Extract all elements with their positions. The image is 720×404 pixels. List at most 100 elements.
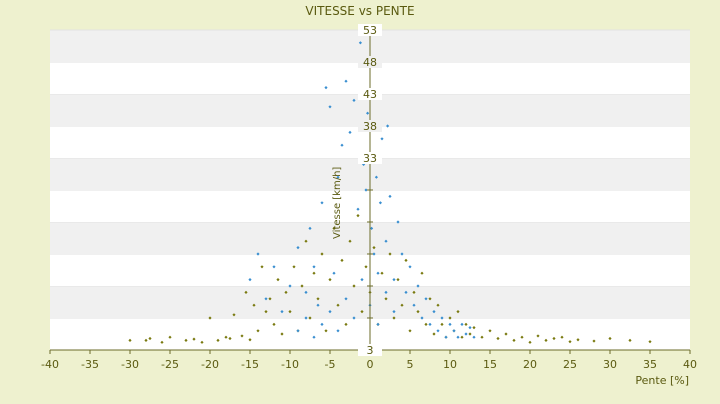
- scatter-point-2: [376, 322, 380, 326]
- x-tick-label: 0: [367, 358, 374, 371]
- scatter-point-2: [366, 111, 370, 115]
- scatter-point-1: [288, 310, 292, 314]
- scatter-point-1: [280, 332, 284, 336]
- scatter-point-1: [268, 297, 272, 301]
- x-tick-label: 30: [603, 358, 617, 371]
- scatter-point-1: [252, 303, 256, 307]
- x-tick-label: -40: [41, 358, 59, 371]
- scatter-point-1: [284, 290, 288, 294]
- scatter-point-1: [320, 252, 324, 256]
- scatter-point-1: [440, 322, 444, 326]
- axes: -40 -35 -30 -25 -20 -15 -10 -5 0 5 10 15 20 25 30 35 40 3…: [41, 24, 697, 371]
- scatter-point-2: [336, 329, 340, 333]
- scatter-point-1: [260, 265, 264, 269]
- scatter-point-2: [358, 41, 362, 45]
- x-tick-label: 5: [407, 358, 414, 371]
- scatter-point-1: [168, 335, 172, 339]
- x-tick-label: -25: [161, 358, 179, 371]
- scatter-point-2: [408, 265, 412, 269]
- scatter-point-2: [392, 278, 396, 282]
- scatter-point-2: [316, 303, 320, 307]
- scatter-point-1: [408, 329, 412, 333]
- scatter-point-1: [348, 239, 352, 243]
- scatter-point-2: [384, 290, 388, 294]
- scatter-point-1: [428, 297, 432, 301]
- scatter-point-2: [336, 175, 340, 179]
- scatter-point-1: [216, 338, 220, 342]
- y-tick-label: 53: [363, 24, 377, 37]
- scatter-point-2: [420, 316, 424, 320]
- y-tick-label-bg: [358, 88, 382, 100]
- scatter-point-1: [568, 340, 572, 344]
- scatter-point-1: [160, 340, 164, 344]
- scatter-point-1: [420, 271, 424, 275]
- scatter-point-2: [400, 252, 404, 256]
- scatter-point-2: [324, 86, 328, 90]
- x-tick-label: 40: [683, 358, 697, 371]
- y-tick-label-bg: [358, 344, 382, 356]
- x-tick-label: 35: [643, 358, 657, 371]
- scatter-point-1: [592, 339, 596, 343]
- scatter-point-1: [356, 214, 360, 218]
- scatter-point-1: [304, 239, 308, 243]
- scatter-point-1: [416, 310, 420, 314]
- x-tick-label: 15: [483, 358, 497, 371]
- scatter-point-1: [536, 334, 540, 338]
- scatter-point-2: [376, 271, 380, 275]
- scatter-point-2: [396, 220, 400, 224]
- scatter-point-2: [332, 271, 336, 275]
- scatter-point-1: [316, 297, 320, 301]
- scatter-point-2: [312, 335, 316, 339]
- scatter-point-2: [432, 310, 436, 314]
- scatter-point-2: [428, 322, 432, 326]
- scatter-point-2: [362, 162, 366, 166]
- scatter-point-1: [364, 265, 368, 269]
- scatter-point-2: [452, 329, 456, 333]
- scatter-point-1: [324, 329, 328, 333]
- chart-title: VITESSE vs PENTE: [305, 4, 414, 18]
- scatter-point-1: [608, 336, 612, 341]
- y-tick-label-bg: [358, 24, 382, 36]
- x-tick-label: -30: [121, 358, 139, 371]
- scatter-point-1: [648, 340, 652, 344]
- scatter-point-1: [200, 340, 204, 344]
- scatter-point-2: [356, 207, 360, 211]
- scatter-point-2: [386, 124, 390, 128]
- scatter-point-2: [472, 335, 476, 339]
- scatter-point-1: [192, 337, 196, 341]
- scatter-point-2: [416, 284, 420, 288]
- scatter-point-1: [396, 278, 400, 282]
- scatter-point-2: [264, 297, 268, 301]
- x-tick-label: -10: [281, 358, 299, 371]
- scatter-point-1: [256, 329, 260, 333]
- scatter-point-2: [456, 335, 460, 339]
- scatter-point-1: [456, 310, 460, 314]
- scatter-point-1: [372, 246, 376, 250]
- scatter-point-2: [308, 226, 312, 230]
- scatter-point-2: [272, 265, 276, 269]
- scatter-point-2: [328, 310, 332, 314]
- scatter-point-1: [544, 338, 548, 342]
- scatter-point-1: [232, 313, 236, 317]
- scatter-point-1: [468, 332, 472, 336]
- scatter-point-2: [468, 326, 472, 330]
- scatter-point-1: [384, 297, 388, 301]
- scatter-point-2: [360, 278, 364, 282]
- scatter-point-1: [404, 258, 408, 262]
- scatter-point-1: [208, 316, 212, 320]
- scatter-point-2: [304, 316, 308, 320]
- scatter-point-1: [244, 290, 248, 294]
- y-tick-label-bg: [358, 56, 382, 68]
- x-tick-label: 20: [523, 358, 537, 371]
- y-axis-title: Vitesse [km/h]: [332, 167, 343, 239]
- y-tick-label: 3: [367, 344, 374, 357]
- scatter-point-1: [488, 329, 492, 333]
- scatter-point-1: [628, 338, 632, 342]
- scatter-point-2: [440, 316, 444, 320]
- scatter-point-2: [460, 322, 464, 326]
- x-tick-label: 10: [443, 358, 457, 371]
- scatter-point-2: [424, 297, 428, 301]
- scatter-point-1: [424, 322, 428, 326]
